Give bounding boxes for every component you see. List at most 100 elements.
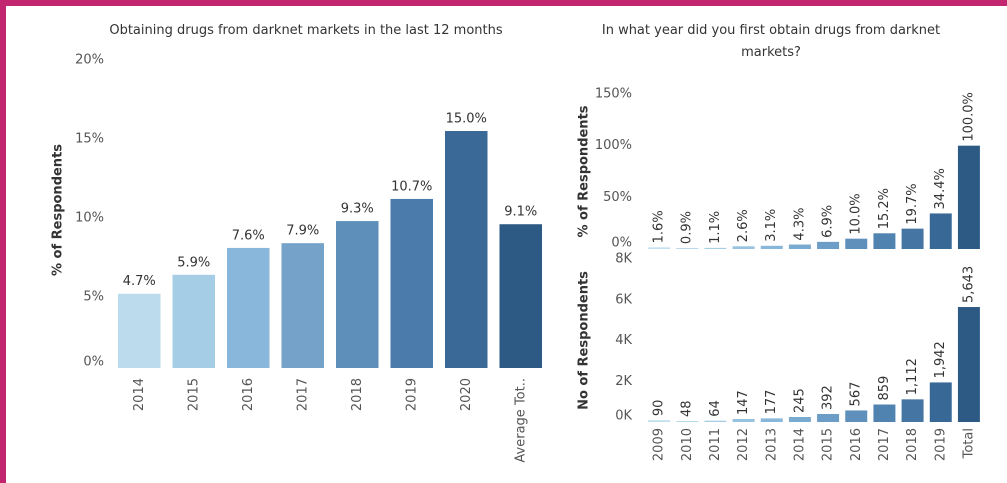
bar [760, 418, 783, 422]
value-label: 3.1% [764, 209, 779, 242]
bar [648, 420, 671, 422]
x-tick-label: 2016 [241, 378, 256, 411]
bar [226, 247, 270, 368]
value-label: 1,112 [905, 358, 920, 395]
y-tick-label: 5% [83, 290, 104, 305]
y-tick-label: 15% [75, 132, 104, 147]
bar [732, 246, 755, 249]
y-tick-label: 150% [595, 87, 632, 102]
value-label: 10.0% [849, 193, 864, 234]
value-label: 15.2% [877, 188, 892, 229]
chart-title: Obtaining drugs from darknet markets in … [109, 23, 503, 38]
bar [788, 417, 811, 422]
y-tick-label: 8K [615, 252, 632, 267]
bar [845, 410, 868, 422]
x-tick-label: 2016 [849, 428, 864, 461]
x-tick-label: Average Tot.. [513, 378, 528, 463]
y-tick-label: 20% [75, 53, 104, 68]
bar [901, 228, 924, 249]
value-label: 147 [736, 390, 751, 415]
bar [845, 238, 868, 249]
y-tick-label: 2K [615, 374, 632, 389]
value-label: 177 [764, 390, 779, 415]
value-label: 0.9% [680, 211, 695, 244]
value-label: 567 [849, 382, 864, 407]
x-tick-label: 2017 [877, 428, 892, 461]
bar [499, 224, 543, 368]
value-label: 19.7% [905, 183, 920, 224]
value-label: 4.7% [123, 274, 156, 289]
bar [873, 233, 896, 249]
y-axis-label: No of Respondents [577, 271, 592, 410]
value-label: 1.1% [708, 211, 723, 244]
value-label: 9.3% [341, 202, 374, 217]
bar [172, 274, 216, 368]
y-tick-label: 50% [603, 190, 632, 205]
value-label: 2.6% [736, 209, 751, 242]
x-tick-label: 2009 [652, 428, 667, 461]
bar [817, 241, 840, 249]
x-tick-label: 2018 [905, 428, 920, 461]
value-label: 5,643 [961, 266, 976, 303]
value-label: 48 [680, 400, 695, 417]
x-tick-label: 2018 [350, 378, 365, 411]
value-label: 1.6% [652, 210, 667, 243]
bar [957, 307, 980, 422]
bar [704, 247, 727, 249]
bar [444, 131, 488, 368]
bar [648, 247, 671, 249]
bar [676, 421, 699, 422]
x-tick-label: 2019 [933, 428, 948, 461]
bar [929, 213, 952, 249]
x-tick-label: 2015 [186, 378, 201, 411]
value-label: 15.0% [446, 112, 487, 127]
value-label: 10.7% [391, 179, 432, 194]
y-tick-label: 10% [75, 211, 104, 226]
bar [873, 404, 896, 422]
y-tick-label: 0K [615, 409, 632, 424]
x-tick-label: Total [961, 428, 976, 459]
x-tick-label: 2019 [404, 378, 419, 411]
x-tick-label: 2015 [821, 428, 836, 461]
value-label: 100.0% [961, 92, 976, 142]
bar [957, 145, 980, 249]
bar [335, 221, 379, 368]
bar [901, 399, 924, 422]
y-tick-label: 0% [83, 355, 104, 370]
bar [281, 243, 325, 368]
bar [390, 198, 434, 368]
y-axis-label: % of Respondents [577, 105, 592, 237]
value-label: 7.9% [286, 224, 319, 239]
value-label: 34.4% [933, 168, 948, 209]
y-tick-label: 0% [611, 236, 632, 251]
x-tick-label: 2020 [459, 378, 474, 411]
x-tick-label: 2013 [764, 428, 779, 461]
y-tick-label: 4K [615, 333, 632, 348]
bar [704, 420, 727, 422]
bar [117, 293, 161, 368]
bar [817, 414, 840, 422]
value-label: 64 [708, 400, 723, 417]
bar [788, 244, 811, 249]
value-label: 245 [792, 388, 807, 413]
value-label: 7.6% [232, 228, 265, 243]
y-tick-label: 6K [615, 292, 632, 307]
value-label: 9.1% [504, 205, 537, 220]
value-label: 859 [877, 376, 892, 401]
x-tick-label: 2010 [680, 428, 695, 461]
x-tick-label: 2014 [792, 428, 807, 461]
y-tick-label: 100% [595, 138, 632, 153]
bar [676, 248, 699, 249]
chart-title: In what year did you first obtain drugs … [601, 23, 941, 60]
x-tick-label: 2014 [132, 378, 147, 411]
bar [732, 419, 755, 422]
x-tick-label: 2017 [295, 378, 310, 411]
x-tick-label: 2012 [736, 428, 751, 461]
bar [929, 382, 952, 422]
value-label: 5.9% [177, 255, 210, 270]
value-label: 392 [821, 385, 836, 410]
value-label: 90 [652, 400, 667, 417]
bar [760, 245, 783, 249]
